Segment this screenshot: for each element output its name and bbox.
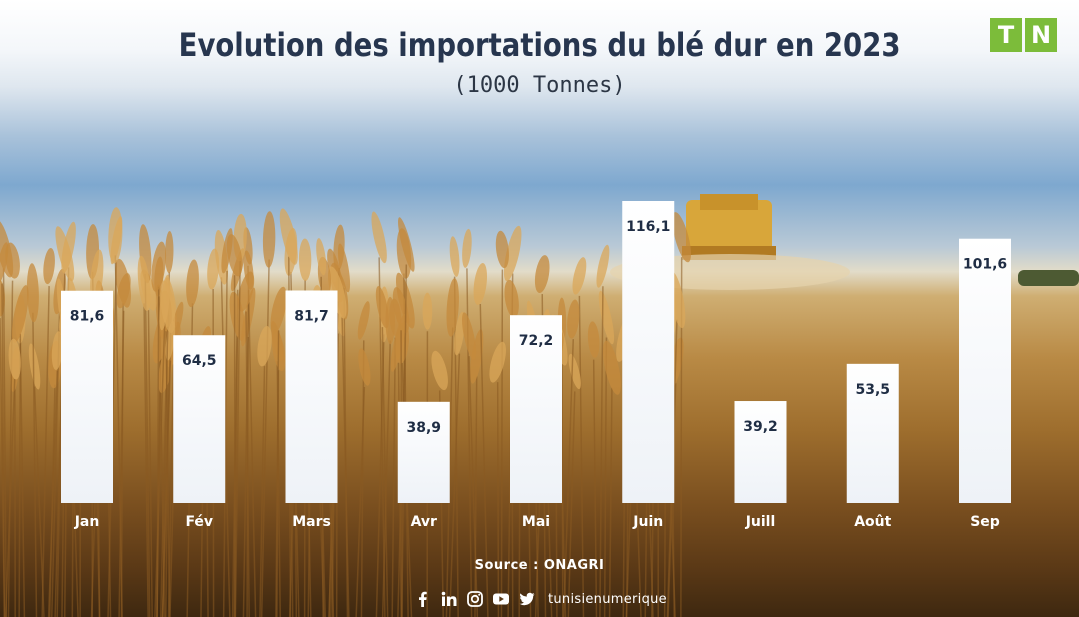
bar-Juin — [622, 201, 675, 503]
logo-letter-t: T — [990, 18, 1022, 52]
category-label: Jan — [74, 514, 100, 530]
category-label: Juin — [632, 514, 663, 530]
value-label: 39,2 — [743, 419, 778, 435]
bar-Juill — [734, 401, 787, 503]
youtube-icon[interactable] — [492, 590, 510, 608]
category-label: Fév — [185, 514, 213, 530]
value-label: 38,9 — [406, 420, 441, 436]
value-label: 81,7 — [294, 308, 329, 324]
value-label: 72,2 — [519, 333, 554, 349]
tn-logo: T N — [990, 18, 1057, 52]
tree-line — [1018, 270, 1079, 286]
bar-Sep — [959, 238, 1011, 504]
instagram-icon[interactable] — [466, 590, 484, 608]
chart-subtitle: (1000 Tonnes) — [453, 73, 626, 98]
site-name[interactable]: tunisienumerique — [548, 591, 667, 607]
value-label: 53,5 — [855, 382, 890, 398]
chart-title: Evolution des importations du blé dur en… — [178, 26, 901, 64]
bar-Avr — [397, 401, 450, 503]
source-label: Source : ONAGRI — [474, 558, 605, 573]
bar-Août — [846, 363, 899, 503]
bar-Mai — [510, 315, 562, 503]
facebook-icon[interactable] — [414, 590, 432, 608]
category-label: Août — [854, 514, 891, 530]
bar-Mars — [285, 290, 338, 503]
value-label: 81,6 — [70, 309, 105, 325]
logo-letter-n: N — [1025, 18, 1057, 52]
category-label: Avr — [411, 514, 437, 530]
value-label: 64,5 — [182, 353, 217, 369]
social-links: tunisienumerique — [414, 590, 667, 608]
category-label: Mars — [292, 514, 331, 530]
value-label: 101,6 — [963, 257, 1007, 273]
linkedin-icon[interactable] — [440, 590, 458, 608]
value-label: 116,1 — [626, 219, 670, 235]
bar-Fév — [173, 335, 226, 503]
category-label: Mai — [522, 514, 550, 530]
category-label: Sep — [970, 514, 1000, 530]
twitter-icon[interactable] — [518, 590, 536, 608]
category-label: Juill — [745, 514, 776, 530]
bar-Jan — [61, 290, 113, 503]
